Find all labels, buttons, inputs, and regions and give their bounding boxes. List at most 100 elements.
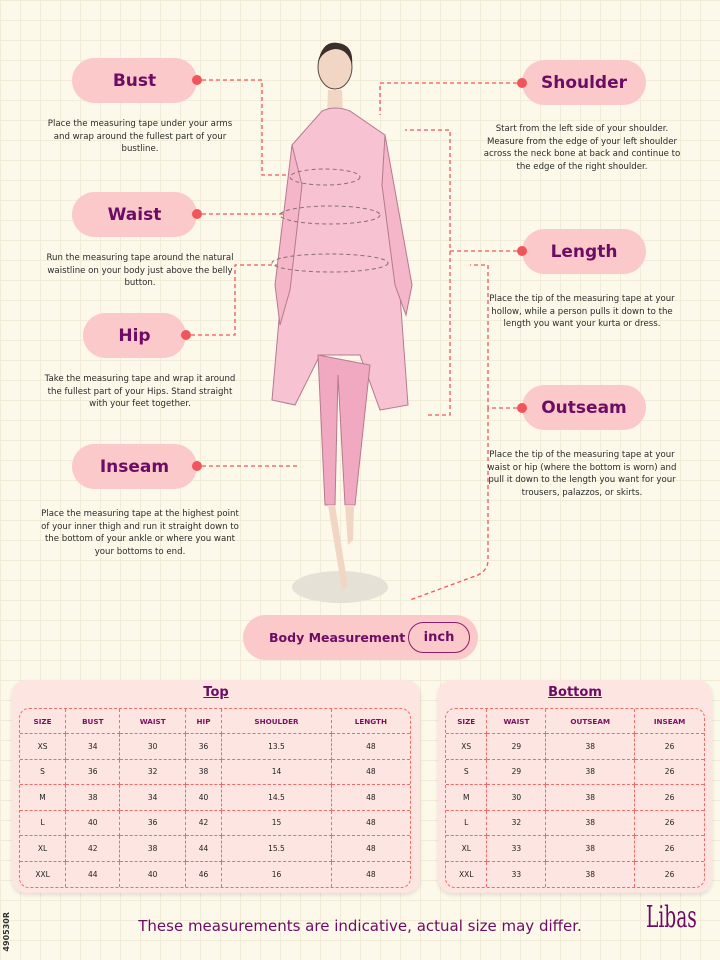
waist-dot [192, 209, 202, 219]
table-cell: 48 [331, 836, 410, 862]
column-header: INSEAM [635, 709, 704, 734]
body-measurement-label: Body Measurement [269, 630, 406, 645]
table-cell: 26 [635, 734, 704, 760]
shoulder-label: Shoulder [522, 60, 646, 105]
outseam-label: Outseam [522, 385, 646, 430]
table-row: XXL 33 38 26 [446, 861, 704, 887]
length-label: Length [522, 229, 646, 274]
table-cell: 46 [186, 861, 223, 887]
table-cell: 44 [185, 836, 223, 862]
table-cell: 42 [66, 836, 121, 862]
table-cell: 30 [487, 785, 547, 811]
table-cell: 13.5 [222, 734, 332, 760]
model-illustration [271, 42, 413, 603]
table-row: M 38 34 40 14.5 48 [20, 785, 410, 811]
table-cell: 40 [120, 861, 186, 887]
hip-label: Hip [83, 313, 186, 358]
table-cell: 42 [185, 810, 223, 836]
top-table-title: Top [203, 685, 229, 700]
bottom-size-card: Bottom SIZE WAIST OUTSEAM INSEAM XS 29 38 26 S 29… [438, 680, 712, 893]
column-header: WAIST [487, 709, 547, 734]
table-cell: XXL [20, 861, 67, 887]
table-cell: XL [20, 836, 67, 862]
table-cell: 38 [120, 836, 186, 862]
table-cell: 26 [635, 836, 704, 862]
disclaimer: These measurements are indicative, actua… [138, 917, 582, 935]
connector-lines [191, 79, 517, 601]
table-cell: 40 [66, 810, 121, 836]
table-cell: XXL [446, 861, 488, 887]
table-row: XS 34 30 36 13.5 48 [20, 734, 410, 760]
outseam-description: Place the tip of the measuring tape at y… [487, 450, 677, 498]
table-row: S 36 32 38 14 48 [20, 759, 410, 785]
table-row: L 40 36 42 15 48 [20, 810, 410, 836]
table-cell: 38 [66, 785, 121, 811]
body-measurement-header: Body Measurement inch [243, 615, 478, 660]
bottom-table-title: Bottom [548, 685, 602, 700]
table-cell: 48 [366, 869, 376, 879]
table-cell: 48 [331, 734, 410, 760]
table-cell: 33 [487, 861, 547, 887]
table-cell: 14 [222, 759, 332, 785]
table-cell: S [446, 759, 488, 785]
bust-dot [192, 75, 202, 85]
top-size-card: Top SIZE BUST WAIST HIP SHOULDER LENGTH XS 34 30… [12, 680, 420, 893]
hip-dot [181, 330, 191, 340]
table-cell: 32 [487, 810, 547, 836]
bust-description: Place the measuring tape under your arms… [47, 119, 233, 154]
column-header: HIP [185, 709, 223, 734]
header-row: SIZE BUST WAIST HIP SHOULDER LENGTH [20, 709, 410, 734]
length-description: Place the tip of the measuring tape at y… [489, 294, 675, 329]
column-header: SHOULDER [222, 709, 332, 734]
inseam-dot [192, 461, 202, 471]
table-cell: S [20, 759, 67, 785]
table-cell: 26 [635, 760, 704, 785]
table-cell: 40 [185, 785, 223, 811]
table-row: XS 29 38 26 [446, 734, 704, 760]
table-cell: 48 [331, 811, 410, 836]
bottom-size-table: SIZE WAIST OUTSEAM INSEAM XS 29 38 26 S 29 38 26 M 30… [445, 708, 705, 888]
table-cell: 48 [331, 785, 410, 811]
table-cell: 33 [487, 836, 547, 862]
table-row: XL 33 38 26 [446, 836, 704, 862]
table-cell: 26 [635, 785, 704, 811]
table-cell: 36 [120, 810, 186, 836]
table-cell: 36 [185, 734, 223, 760]
shoulder-dot [517, 78, 527, 88]
table-cell: 32 [120, 759, 186, 785]
table-cell: 38 [546, 785, 636, 811]
brand-logo: Libas [646, 900, 697, 935]
column-header: LENGTH [331, 709, 410, 734]
header-row: SIZE WAIST OUTSEAM INSEAM [446, 709, 704, 734]
table-cell: 26 [635, 811, 704, 836]
column-header: SIZE [20, 709, 67, 734]
length-dot [517, 246, 527, 256]
table-cell: 29 [487, 734, 547, 760]
table-cell: 16 [222, 861, 332, 887]
table-cell: M [446, 785, 488, 811]
table-cell: M [20, 785, 67, 811]
table-cell: 36 [66, 759, 121, 785]
column-header: OUTSEAM [546, 709, 636, 734]
table-cell: 38 [546, 861, 636, 887]
table-cell: 48 [331, 760, 410, 785]
table-cell: 15.5 [222, 836, 332, 862]
table-cell: 34 [120, 785, 186, 811]
table-cell: 34 [66, 734, 121, 760]
table-cell: L [446, 810, 488, 836]
column-header: WAIST [120, 709, 186, 734]
hip-description: Take the measuring tape and wrap it arou… [44, 374, 236, 409]
table-cell: 44 [66, 861, 121, 887]
table-cell: XL [446, 836, 488, 862]
table-cell: XS [446, 734, 488, 760]
waist-description: Run the measuring tape around the natura… [46, 253, 234, 288]
column-header: BUST [66, 709, 121, 734]
table-cell: 29 [487, 759, 547, 785]
table-cell: 38 [546, 810, 636, 836]
table-cell: XS [20, 734, 67, 760]
table-cell: 30 [120, 734, 186, 760]
table-cell: 14.5 [222, 785, 332, 811]
unit-toggle[interactable]: inch [408, 622, 470, 653]
inseam-label: Inseam [72, 444, 197, 489]
top-size-table: SIZE BUST WAIST HIP SHOULDER LENGTH XS 34 30 36 13… [19, 708, 411, 888]
